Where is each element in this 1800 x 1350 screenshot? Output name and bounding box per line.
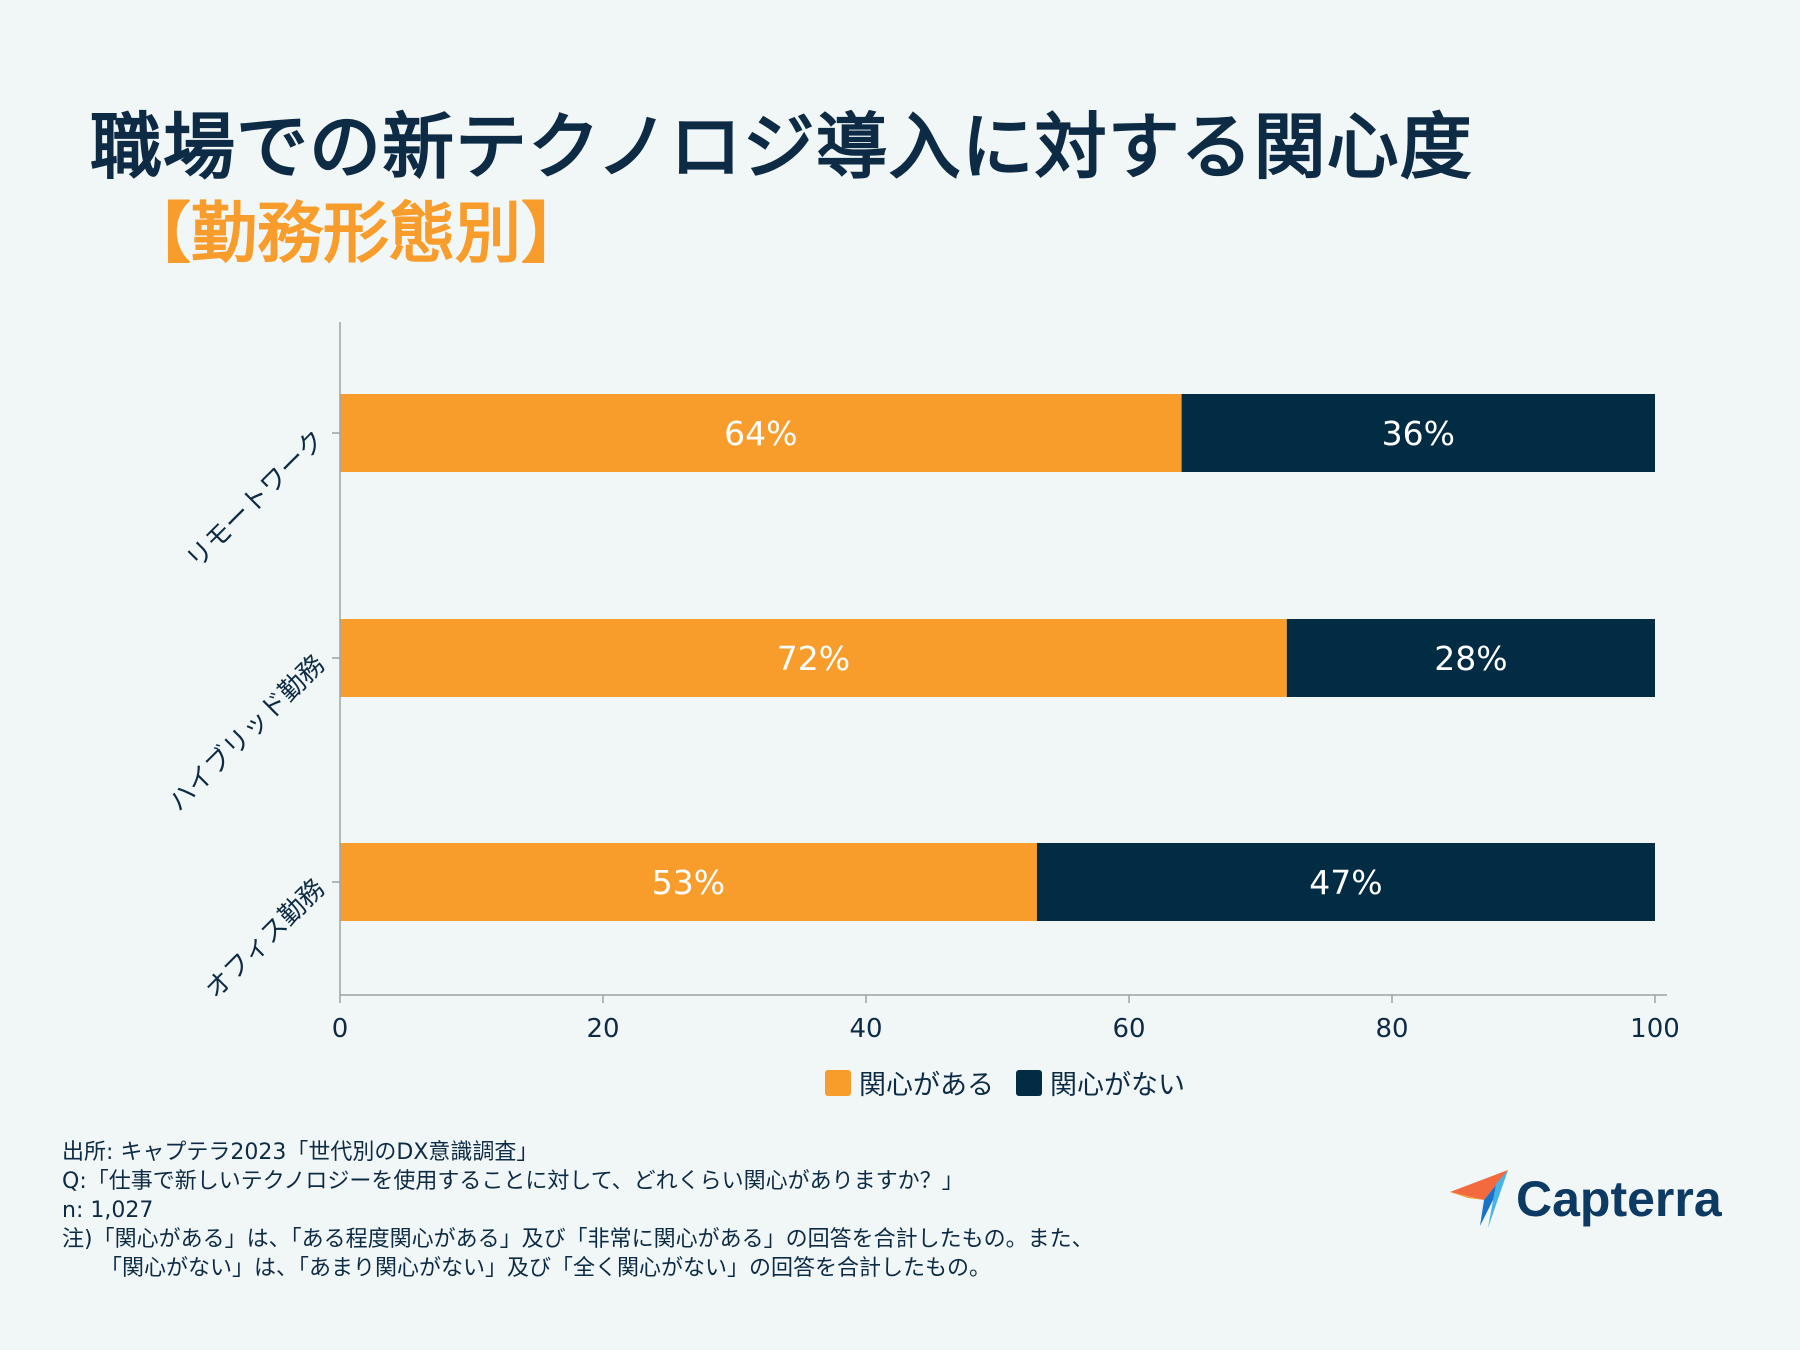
category-label: オフィス勤務	[200, 874, 331, 1005]
x-tick-label: 0	[332, 1014, 349, 1044]
bar-interested	[340, 619, 1287, 697]
legend-swatch-not-interested	[1016, 1069, 1042, 1096]
footnotes: 出所: キャプテラ2023「世代別のDX意識調査」 Q:「仕事で新しいテクノロジ…	[62, 1138, 1094, 1283]
page-title: 職場での新テクノロジ導入に対する関心度	[90, 105, 1473, 189]
bar-not-interested	[1181, 394, 1655, 472]
legend-label-not-interested: 関心がない	[1050, 1070, 1185, 1101]
bar-interested	[340, 394, 1182, 472]
legend-item-interested: 関心がある	[825, 1063, 994, 1102]
bar-not-interested	[1036, 843, 1655, 921]
x-tick-label: 40	[849, 1014, 882, 1044]
legend-item-not-interested: 関心がない	[1016, 1063, 1185, 1102]
capterra-logo: Capterra	[1448, 1168, 1722, 1230]
data-label-interested: 64%	[724, 414, 797, 453]
data-label-not-interested: 36%	[1382, 414, 1455, 453]
category-label: ハイブリッド勤務	[163, 650, 331, 818]
chart-legend: 関心がある 関心がない	[825, 1063, 1207, 1102]
x-tick-label: 20	[586, 1014, 619, 1044]
legend-label-interested: 関心がある	[859, 1070, 994, 1101]
data-label-not-interested: 47%	[1309, 863, 1382, 902]
sample-size-note: n: 1,027	[62, 1198, 154, 1223]
bar-not-interested	[1286, 619, 1655, 697]
data-label-not-interested: 28%	[1434, 639, 1507, 678]
legend-swatch-interested	[825, 1069, 851, 1096]
definition-note-1: 注)「関心がある」は、「ある程度関心がある」及び「非常に関心がある」の回答を合計…	[62, 1227, 1094, 1252]
category-label: リモートワーク	[181, 425, 331, 575]
x-tick-label: 100	[1630, 1014, 1680, 1044]
definition-note-2: 「関心がない」は、「あまり関心がない」及び「全く関心がない」の回答を合計したもの…	[100, 1256, 992, 1281]
x-tick-label: 80	[1375, 1014, 1408, 1044]
x-tick-label: 60	[1112, 1014, 1145, 1044]
stacked-bar-chart: 64% 36% 72% 28% 53% 47% 0 20 40 60 80 100 リモートワークハイ…	[163, 322, 1680, 1044]
page-subtitle: 【勤務形態別】	[125, 195, 587, 272]
capterra-arrow-icon	[1450, 1170, 1508, 1228]
data-label-interested: 53%	[652, 863, 725, 902]
bar-interested	[340, 843, 1037, 921]
data-label-interested: 72%	[777, 639, 850, 678]
question-note: Q:「仕事で新しいテクノロジーを使用することに対して、どれくらい関心がありますか…	[62, 1169, 964, 1194]
capterra-logo-text: Capterra	[1516, 1171, 1722, 1227]
source-note: 出所: キャプテラ2023「世代別のDX意識調査」	[62, 1140, 539, 1165]
